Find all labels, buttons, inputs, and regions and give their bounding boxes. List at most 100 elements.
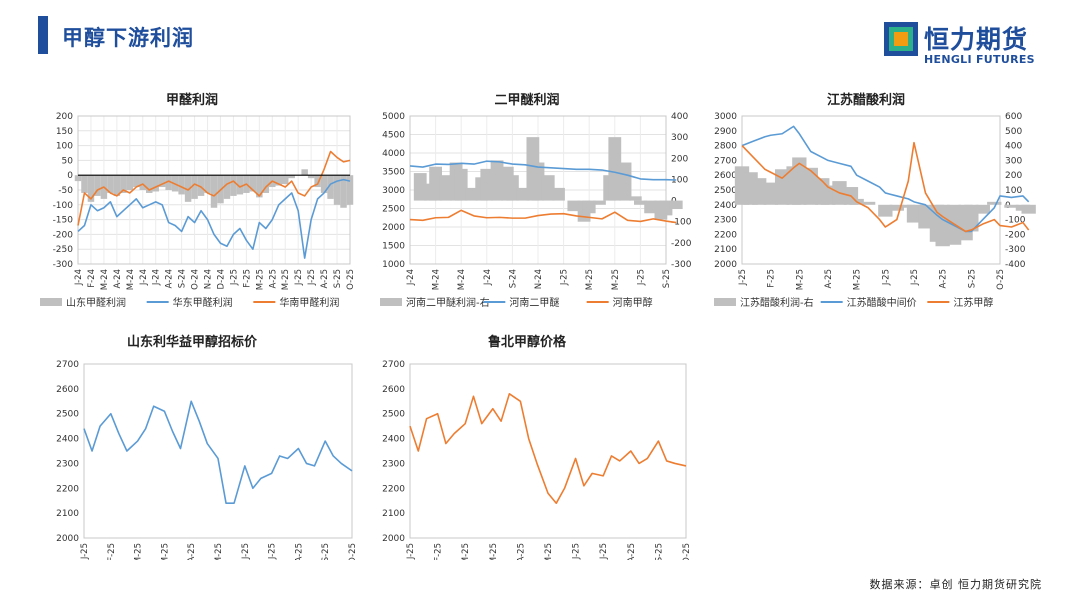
area-bar-0 <box>282 175 289 185</box>
series-line-2 <box>77 150 351 226</box>
area-bar-0 <box>249 175 257 192</box>
x-tick-label: M-24 <box>457 269 467 290</box>
area-bar-0 <box>210 175 218 208</box>
series-line-0 <box>83 400 353 504</box>
y-tick-label: 2400 <box>56 435 79 445</box>
y2-tick-label: 300 <box>671 133 688 143</box>
y2-tick-label: -400 <box>1005 260 1026 270</box>
y-tick-label: 2200 <box>714 230 737 240</box>
y-tick-label: 2500 <box>382 410 405 420</box>
chart-formaldehyde-profit-svg: 甲醛利润200150100500-50-100-150-200-250-300J… <box>40 92 356 309</box>
area-bar-0 <box>191 175 198 199</box>
legend-swatch <box>40 298 62 306</box>
y-tick-label: 2000 <box>382 223 405 233</box>
x-tick-label: O-25 <box>996 269 1006 290</box>
legend-label: 华南甲醛利润 <box>279 296 339 309</box>
x-tick-label: M-25 <box>611 269 621 290</box>
area-bar-0 <box>301 169 308 176</box>
area-bar-0 <box>964 204 979 232</box>
area-bar-0 <box>792 157 807 205</box>
y-tick-label: 2200 <box>56 484 79 494</box>
y-tick-label: 3500 <box>382 168 405 178</box>
x-tick-label: D-24 <box>216 269 226 289</box>
area-bar-0 <box>165 175 172 190</box>
chart-dme-profit: 二甲醚利润 5000 4500 4000 3500 3000 2500 2000 1500 100… <box>370 86 700 318</box>
x-tick-label: A-25 <box>187 543 197 560</box>
chart-title: 鲁北甲醇价格 <box>488 334 567 350</box>
y-tick-label: 2300 <box>714 216 737 226</box>
y2-tick-label: 300 <box>1005 156 1022 166</box>
x-tick-label: J-25 <box>307 269 317 286</box>
area-bar-0 <box>935 204 950 247</box>
x-tick-label: J-24 <box>152 269 162 286</box>
legend-label: 河南二甲醚利润-右 <box>406 296 490 309</box>
area-bar-0 <box>669 200 683 210</box>
area-bar-0 <box>139 175 146 190</box>
company-logo: 恒力期货 HENGLI FUTURES <box>884 22 1054 66</box>
area-bar-0 <box>889 204 904 211</box>
chart-acetic-acid-profit-svg: 江苏醋酸利润 3000 2900 2800 2700 2600 2500 2400 2300 22… <box>714 92 1036 309</box>
logo-icon <box>884 22 918 56</box>
y2-tick-label: -200 <box>1005 230 1026 240</box>
y2-tick-label: -200 <box>671 239 692 249</box>
area-bar-0 <box>582 200 596 214</box>
area-bar-0 <box>197 175 205 196</box>
area-bar-0 <box>107 175 114 193</box>
area-bar-0 <box>146 175 153 193</box>
area-bar-0 <box>987 201 1002 205</box>
y-tick-label: 2700 <box>714 156 737 166</box>
area-bar-0 <box>74 175 82 182</box>
x-tick-label: O-24 <box>191 269 201 290</box>
series-line-2 <box>741 141 1030 233</box>
x-tick-label: S-25 <box>967 269 977 288</box>
y-tick-label: 2900 <box>714 127 737 137</box>
x-tick-label: O-25 <box>346 269 356 290</box>
y-tick-label: -250 <box>53 245 74 255</box>
area-bar-0 <box>288 175 295 179</box>
x-tick-label: J-25 <box>881 269 891 286</box>
y-tick-label: 5000 <box>382 112 405 122</box>
area-bar-0 <box>1004 204 1019 208</box>
area-bar-0 <box>87 175 95 202</box>
area-bar-0 <box>346 175 354 205</box>
area-bar-0 <box>429 166 442 201</box>
y-tick-label: -100 <box>53 201 74 211</box>
y-tick-label: 2700 <box>382 360 405 370</box>
x-tick-label: A-25 <box>268 269 278 289</box>
area-bar-0 <box>659 200 673 216</box>
area-bar-0 <box>94 175 101 196</box>
data-source-note: 数据来源：卓创 恒力期货研究院 <box>869 578 1042 591</box>
x-tick-label: J-25 <box>229 269 239 286</box>
area-bar-0 <box>158 175 166 188</box>
area-bar-0 <box>593 200 606 205</box>
x-tick-label: F-25 <box>767 269 777 288</box>
area-bar-0 <box>1021 204 1036 214</box>
x-tick-label: J-24 <box>406 269 416 286</box>
area-bar-0 <box>307 175 315 179</box>
area-bar-0 <box>490 160 504 201</box>
x-tick-label: F-25 <box>242 269 252 288</box>
area-bar-0 <box>340 175 347 208</box>
x-tick-label: A-24 <box>113 269 123 289</box>
plot-frame <box>83 363 353 539</box>
y-tick-label: 4000 <box>382 149 405 159</box>
area-bar-0 <box>644 200 658 214</box>
y-tick-label: 2400 <box>714 201 737 211</box>
x-tick-label: J-25 <box>80 543 90 560</box>
y-tick-label: 2100 <box>56 509 79 519</box>
y-tick-label: -50 <box>58 186 73 196</box>
y-tick-label: 3000 <box>382 186 405 196</box>
legend-label: 江苏甲醇 <box>953 296 993 309</box>
area-bar-0 <box>178 175 185 195</box>
area-bar-0 <box>763 182 778 205</box>
y-tick-label: 2000 <box>714 260 737 270</box>
y2-tick-label: -300 <box>1005 245 1026 255</box>
title-accent-bar <box>38 16 48 54</box>
y-tick-label: 0 <box>67 171 73 181</box>
chart-lihuayi-methanol-price-svg: 山东利华益甲醇招标价 2700 2600 2500 2400 2300 2200 2100 20… <box>56 334 358 560</box>
plot-frame <box>409 363 687 539</box>
area-bar-0 <box>465 187 478 201</box>
x-tick-label: A-25 <box>824 269 834 289</box>
x-tick-label: J-25 <box>910 269 920 286</box>
x-tick-label: J-25 <box>738 269 748 286</box>
